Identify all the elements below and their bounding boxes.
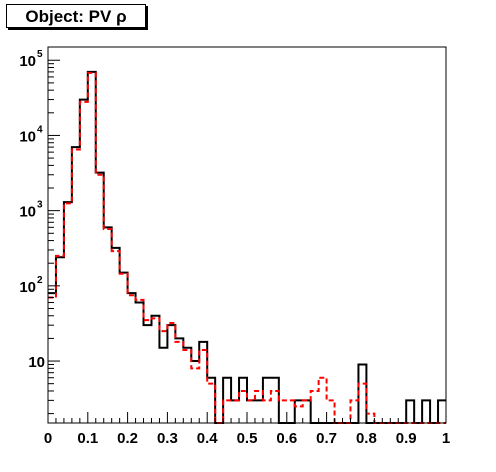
- y-tick-exponent: 4: [37, 124, 43, 135]
- series-layer: [48, 70, 446, 424]
- y-tick-exponent: 5: [37, 49, 43, 60]
- x-tick-label: 0.8: [356, 430, 377, 447]
- x-tick-label: 0.7: [316, 430, 337, 447]
- y-tick-exponent: 3: [37, 200, 43, 211]
- y-tick-label: 10: [19, 279, 36, 296]
- x-tick-label: 0.9: [396, 430, 417, 447]
- x-tick-label: 1: [442, 430, 450, 447]
- y-tick-label: 10: [19, 53, 36, 70]
- x-tick-label: 0.2: [117, 430, 138, 447]
- x-tick-label: 0.4: [197, 430, 219, 447]
- plot-frame: [47, 46, 447, 424]
- y-tick-label: 10: [19, 204, 36, 221]
- y-tick-label: 10: [28, 354, 45, 371]
- chart-title: Object: PV ρ: [6, 4, 146, 28]
- y-tick-label: 10: [19, 128, 36, 145]
- y-tick-exponent: 2: [37, 275, 43, 286]
- x-tick-label: 0: [44, 430, 52, 447]
- x-tick-label: 0.1: [77, 430, 98, 447]
- x-tick-label: 0.5: [237, 430, 258, 447]
- x-tick-label: 0.6: [276, 430, 297, 447]
- x-tick-label: 0.3: [157, 430, 178, 447]
- series-1-line: [48, 71, 446, 424]
- series-0-line: [48, 70, 446, 424]
